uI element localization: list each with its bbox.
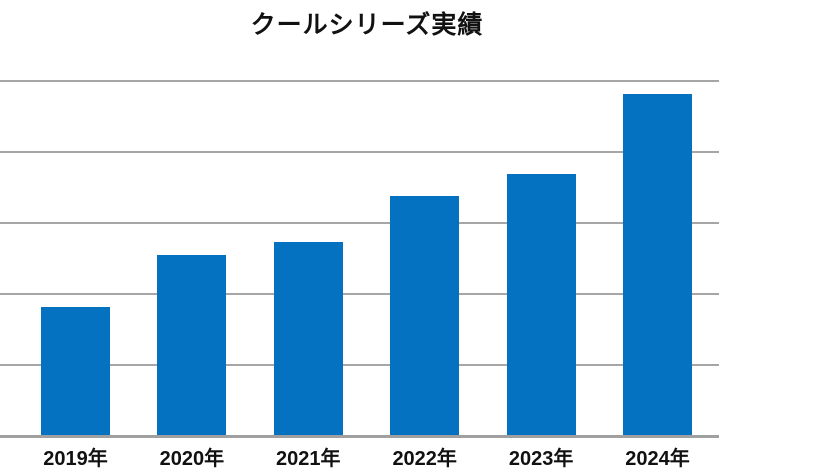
bar-2023年	[506, 173, 576, 435]
x-axis-label: 2023年	[508, 448, 574, 470]
bar-2020年	[157, 254, 227, 435]
x-axis-label: 2024年	[625, 448, 690, 470]
x-axis-label: 2022年	[392, 448, 457, 470]
bar-2019年	[41, 307, 110, 435]
x-axis: 2019年 2020年 2021年 2022年 2023年 2024年	[0, 442, 719, 472]
gridline	[0, 80, 719, 82]
x-axis-label: 2021年	[276, 448, 341, 470]
bar-2024年	[623, 94, 692, 435]
chart-title: クールシリーズ実績	[250, 11, 484, 39]
gridline	[0, 293, 719, 295]
x-axis-label: 2020年	[159, 448, 225, 470]
gridline	[0, 151, 719, 153]
gridline	[0, 364, 719, 366]
gridline	[0, 222, 719, 224]
bar-2022年	[390, 195, 460, 435]
plot-area	[0, 80, 719, 438]
bar-2021年	[273, 241, 343, 435]
x-axis-label: 2019年	[43, 448, 108, 470]
